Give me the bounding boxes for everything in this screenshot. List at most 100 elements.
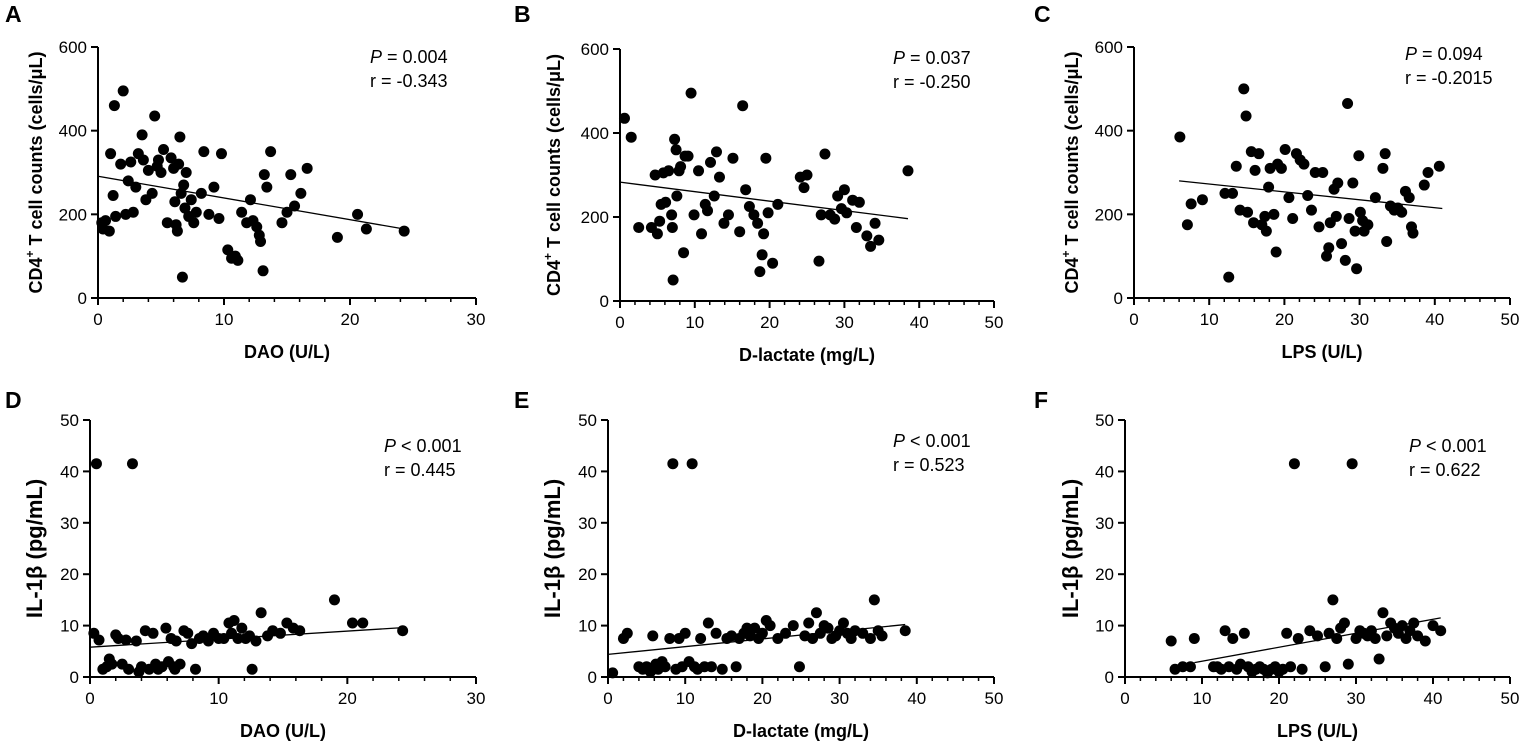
data-point [899,625,911,637]
y-tick-label: 600 [59,38,87,57]
y-axis-title: IL-1β (pg/mL) [1058,479,1083,618]
data-point [667,274,679,286]
y-tick-label: 0 [70,668,79,687]
p-value-number: = 0.094 [1417,44,1483,64]
data-point [667,458,679,470]
data-point [1369,192,1381,204]
data-point [679,627,691,639]
data-point [176,271,188,283]
x-tick-label: 0 [85,689,94,708]
x-tick-label: 0 [1120,689,1129,708]
data-point [1227,187,1239,199]
data-point [749,622,761,634]
data-point [666,222,678,233]
data-point [1230,160,1242,172]
p-value-symbol: P [1405,44,1417,64]
data-point [1283,192,1295,204]
data-point [666,209,678,221]
data-point [671,190,683,202]
data-point [108,100,120,112]
data-point [218,632,230,644]
data-point [1260,225,1272,237]
y-tick-label: 30 [60,514,79,533]
panel-letter: F [1034,387,1048,413]
data-point [120,634,132,646]
x-tick-label: 20 [1275,310,1294,329]
data-point [1377,162,1389,174]
data-point [173,158,185,170]
y-tick-label: 0 [78,289,87,308]
x-tick-label: 0 [615,313,624,332]
data-point [756,249,768,261]
data-point [1381,630,1393,642]
y-axis-title-sup: + [23,251,37,258]
data-point [1342,97,1354,109]
y-axis-title-rest: T cell counts (cells/μL) [26,51,46,250]
x-tick-label: 30 [467,689,486,708]
data-point [123,663,135,675]
data-point [722,209,734,221]
data-point [748,209,760,221]
data-point [352,208,364,220]
data-point [756,627,768,639]
panel-letter: B [514,1,531,27]
data-point [1379,148,1391,160]
data-point [1287,213,1299,225]
data-point [222,244,234,256]
data-point [1338,617,1350,629]
data-point [841,207,853,219]
data-point [815,209,827,221]
data-point [764,620,776,632]
data-point [1238,83,1250,95]
p-value-number: < 0.001 [1421,436,1487,456]
y-tick-label: 40 [60,462,79,481]
y-axis-title: CD4+ T cell counts (cells/μL) [23,51,46,293]
data-point [203,208,215,220]
y-tick-label: 10 [1095,617,1114,636]
data-point [688,209,700,221]
x-tick-label: 10 [676,689,695,708]
y-tick-label: 50 [578,411,597,430]
data-point [716,663,728,675]
data-point [713,171,725,183]
data-point [853,196,865,208]
data-point [730,661,742,673]
data-point [743,201,755,212]
data-point [179,202,191,214]
y-tick-label: 30 [1095,514,1114,533]
data-point [1349,225,1361,237]
data-point [244,194,256,206]
data-point [1353,150,1365,162]
data-point [864,632,876,644]
x-tick-label: 50 [1501,310,1520,329]
p-value-symbol: P [384,436,396,456]
data-point [654,215,666,227]
data-point [787,620,799,632]
data-point [861,230,873,242]
data-point [1259,210,1271,222]
y-tick-label: 0 [588,668,597,687]
y-tick-label: 0 [1105,668,1114,687]
data-point [686,458,698,470]
data-point [1181,219,1193,231]
y-axis-title: IL-1β (pg/mL) [540,479,565,618]
y-axis-title: CD4+ T cell counts (cells/μL) [1059,51,1082,293]
data-point [281,206,293,218]
y-tick-label: 40 [578,462,597,481]
x-tick-label: 10 [1193,689,1212,708]
data-point [110,210,122,222]
panel-letter: D [5,387,22,413]
data-point [664,632,676,644]
data-point [1238,627,1250,639]
data-point [130,181,142,193]
data-point [727,152,739,164]
data-point [702,205,714,217]
data-point [190,206,202,218]
y-tick-label: 400 [1095,122,1123,141]
data-point [1336,238,1348,250]
data-point [708,190,720,202]
panel-d: D 0 10 20 30 0 10 20 30 40 50 DAO (U/L) IL-1β (pg/mL… [5,387,485,741]
data-point [1373,653,1385,665]
data-point [1346,458,1358,470]
p-value-text: P < 0.001 [1409,436,1487,456]
